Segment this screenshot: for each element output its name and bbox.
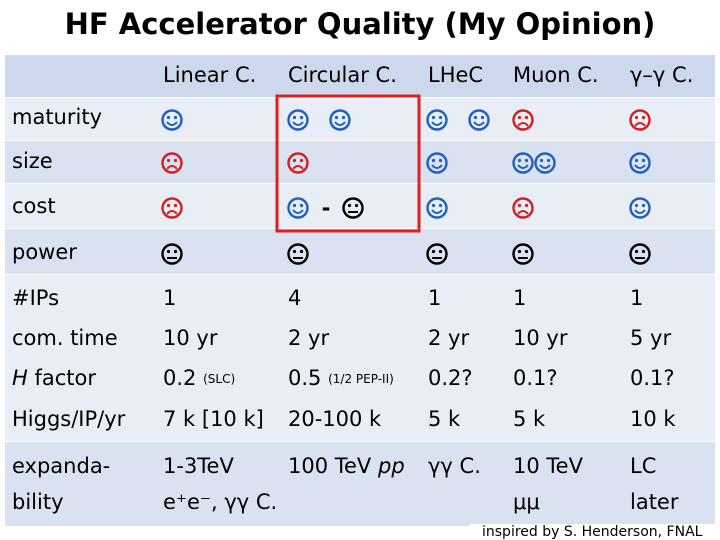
cell: LC: [630, 454, 656, 478]
column-header: Circular C.: [288, 63, 397, 87]
column-header: Muon C.: [513, 63, 599, 87]
cell: 2 yr: [428, 326, 469, 350]
value-rows: #IPs 1 4 1 1 1 com. time 10 yr 2 yr 2 yr 10 yr 5 yr…: [12, 286, 676, 431]
column-header: γ–γ C.: [630, 63, 693, 87]
cell-value: 0.2?: [428, 366, 473, 390]
cell: e⁺e⁻, γγ C.: [163, 490, 277, 514]
row-label: expanda-: [12, 454, 110, 478]
row-label: H factor: [12, 366, 96, 390]
cell: later: [630, 490, 679, 514]
cell: 4: [288, 286, 301, 310]
cell: 5 k: [428, 407, 461, 431]
cell: 10 TeV: [513, 454, 584, 478]
cell: 0.1?: [513, 366, 558, 390]
dash: -: [322, 196, 331, 220]
cell-note: (1/2 PEP-II): [328, 372, 394, 386]
credit: inspired by S. Henderson, FNAL: [482, 524, 703, 540]
column-header: LHeC: [428, 63, 483, 87]
row-label: cost: [12, 194, 56, 218]
cell: 0.2?: [428, 366, 473, 390]
cell-note: (SLC): [203, 372, 235, 386]
cell: 5 yr: [630, 326, 671, 350]
cell: 0.5 (1/2 PEP-II): [288, 366, 394, 390]
row-label: size: [12, 149, 53, 173]
cell: 1: [163, 286, 176, 310]
cell: 7 k [10 k]: [163, 407, 264, 431]
cell-value: 0.1?: [513, 366, 558, 390]
row-label: bility: [12, 490, 64, 514]
header-row: Linear C. Circular C. LHeC Muon C. γ–γ C…: [163, 63, 693, 87]
cell: 100 TeV pp: [288, 454, 405, 478]
expandability-row: expanda-bility 1-3TeV e⁺e⁻, γγ C. 100 TeV p…: [12, 454, 679, 514]
cell: 5 k: [513, 407, 546, 431]
cell: 10 yr: [513, 326, 568, 350]
cell: 20-100 k: [288, 407, 382, 431]
row-backgrounds: [5, 55, 715, 526]
cell: 10 yr: [163, 326, 218, 350]
cell-value: 0.5: [288, 366, 321, 390]
row-label: #IPs: [12, 286, 59, 310]
cell-value: 0.2: [163, 366, 196, 390]
cell: 10 k: [630, 407, 676, 431]
row-label: com. time: [12, 326, 118, 350]
row-label: power: [12, 240, 77, 264]
row-label: maturity: [12, 105, 102, 129]
cell: 2 yr: [288, 326, 329, 350]
cell-text: 100 TeV: [288, 454, 378, 478]
cell: 0.1?: [630, 366, 675, 390]
cell-value: 0.1?: [630, 366, 675, 390]
cell: 1-3TeV: [163, 454, 234, 478]
cell: 1: [428, 286, 441, 310]
highlight-box: [275, 94, 421, 233]
column-header: Linear C.: [163, 63, 256, 87]
cell: 1: [630, 286, 643, 310]
row-label: Higgs/IP/yr: [12, 407, 126, 431]
credit-bg: [470, 524, 720, 540]
cell: γγ C.: [428, 454, 481, 478]
row-label-text: factor: [34, 366, 96, 390]
cell: μμ: [513, 490, 540, 514]
cell-em: pp: [377, 454, 405, 478]
title: HF Accelerator Quality (My Opinion): [65, 7, 656, 41]
cell: 0.2 (SLC): [163, 366, 235, 390]
cell: 1: [513, 286, 526, 310]
row-label-em: H: [12, 366, 28, 390]
